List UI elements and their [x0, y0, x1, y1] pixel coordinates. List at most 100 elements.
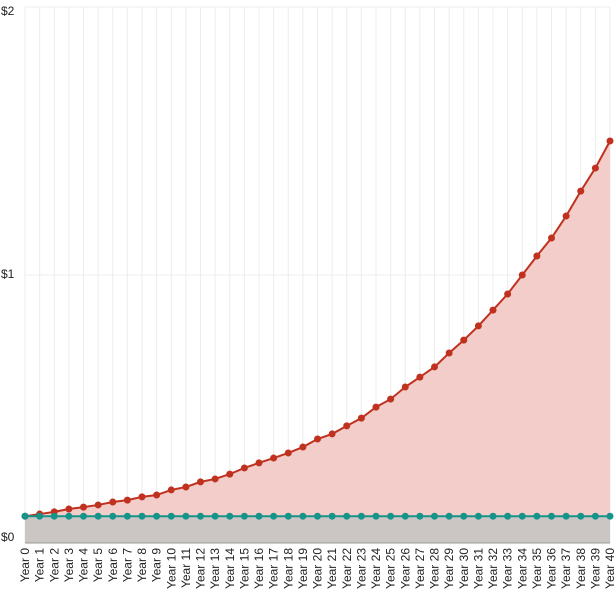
- point: [226, 512, 234, 520]
- point: [577, 187, 585, 195]
- point: [372, 403, 380, 411]
- point: [80, 512, 87, 520]
- x-tick-label: Year 23: [354, 548, 368, 589]
- point: [314, 512, 321, 520]
- x-tick-label: Year 35: [530, 548, 544, 589]
- x-tick-label: Year 19: [296, 548, 310, 589]
- point: [211, 512, 219, 520]
- x-tick-label: Year 29: [442, 548, 456, 589]
- x-tick-label: Year 13: [208, 548, 222, 589]
- point: [153, 512, 161, 520]
- point: [548, 234, 555, 242]
- point: [182, 483, 190, 491]
- x-tick-label: Year 27: [413, 548, 427, 589]
- point: [270, 512, 278, 520]
- point: [123, 496, 131, 504]
- point: [489, 306, 497, 314]
- x-tick-label: Year 20: [311, 548, 325, 589]
- point: [372, 512, 380, 520]
- point: [80, 503, 87, 511]
- point: [518, 512, 526, 520]
- point: [606, 512, 614, 520]
- point: [548, 512, 555, 520]
- point: [533, 252, 541, 260]
- x-tick-label: Year 2: [47, 548, 61, 583]
- x-tick-label: Year 15: [237, 548, 251, 589]
- point: [328, 512, 336, 520]
- x-tick-label: Year 32: [486, 548, 500, 589]
- point: [474, 512, 482, 520]
- point: [270, 454, 278, 462]
- x-tick-label: Year 0: [18, 548, 32, 583]
- x-tick-label: Year 3: [62, 548, 76, 583]
- point: [489, 512, 497, 520]
- x-tick-label: Year 8: [135, 548, 149, 583]
- x-tick-label: Year 39: [588, 548, 602, 589]
- point: [138, 512, 146, 520]
- point: [226, 470, 234, 478]
- point: [255, 512, 263, 520]
- area: [25, 516, 610, 543]
- point: [284, 449, 292, 457]
- x-tick-label: Year 7: [120, 548, 134, 583]
- point: [562, 512, 570, 520]
- point: [65, 505, 73, 513]
- x-tick-label: Year 30: [457, 548, 471, 589]
- point: [387, 395, 395, 403]
- x-tick-label: Year 36: [545, 548, 559, 589]
- x-tick-label: Year 40: [603, 548, 616, 589]
- point: [50, 512, 58, 520]
- point: [299, 443, 307, 451]
- point: [401, 512, 409, 520]
- point: [240, 512, 248, 520]
- x-tick-label: Year 26: [398, 548, 412, 589]
- point: [109, 498, 117, 506]
- point: [504, 290, 512, 298]
- point: [460, 336, 468, 344]
- point: [518, 271, 526, 279]
- x-tick-label: Year 4: [77, 548, 91, 583]
- point: [343, 512, 351, 520]
- point: [606, 137, 614, 145]
- x-tick-label: Year 17: [267, 548, 281, 589]
- point: [445, 512, 453, 520]
- point: [577, 512, 585, 520]
- point: [445, 349, 453, 357]
- x-tick-label: Year 34: [515, 548, 529, 589]
- point: [328, 430, 336, 438]
- point: [357, 512, 365, 520]
- point: [431, 363, 438, 371]
- x-tick-label: Year 16: [252, 548, 266, 589]
- point: [284, 512, 292, 520]
- x-tick-label: Year 28: [428, 548, 442, 589]
- point: [36, 512, 44, 520]
- y-tick-label: $2: [1, 4, 15, 18]
- point: [416, 512, 424, 520]
- point: [94, 512, 102, 520]
- point: [387, 512, 395, 520]
- x-tick-label: Year 5: [91, 548, 105, 583]
- point: [197, 478, 204, 486]
- point: [460, 512, 468, 520]
- point: [123, 512, 131, 520]
- x-tick-label: Year 24: [369, 548, 383, 589]
- point: [167, 486, 175, 494]
- x-tick-label: Year 12: [194, 548, 208, 589]
- point: [182, 512, 190, 520]
- point: [474, 322, 482, 330]
- x-tick-label: Year 22: [340, 548, 354, 589]
- point: [591, 164, 599, 172]
- x-tick-label: Year 6: [106, 548, 120, 583]
- x-tick-label: Year 14: [223, 548, 237, 589]
- point: [109, 512, 117, 520]
- point: [21, 512, 29, 520]
- x-tick-label: Year 37: [559, 548, 573, 589]
- point: [240, 464, 248, 472]
- x-tick-label: Year 11: [179, 548, 193, 588]
- point: [65, 512, 73, 520]
- x-tick-label: Year 10: [164, 548, 178, 589]
- point: [138, 493, 146, 501]
- point: [211, 475, 219, 483]
- point: [94, 501, 102, 509]
